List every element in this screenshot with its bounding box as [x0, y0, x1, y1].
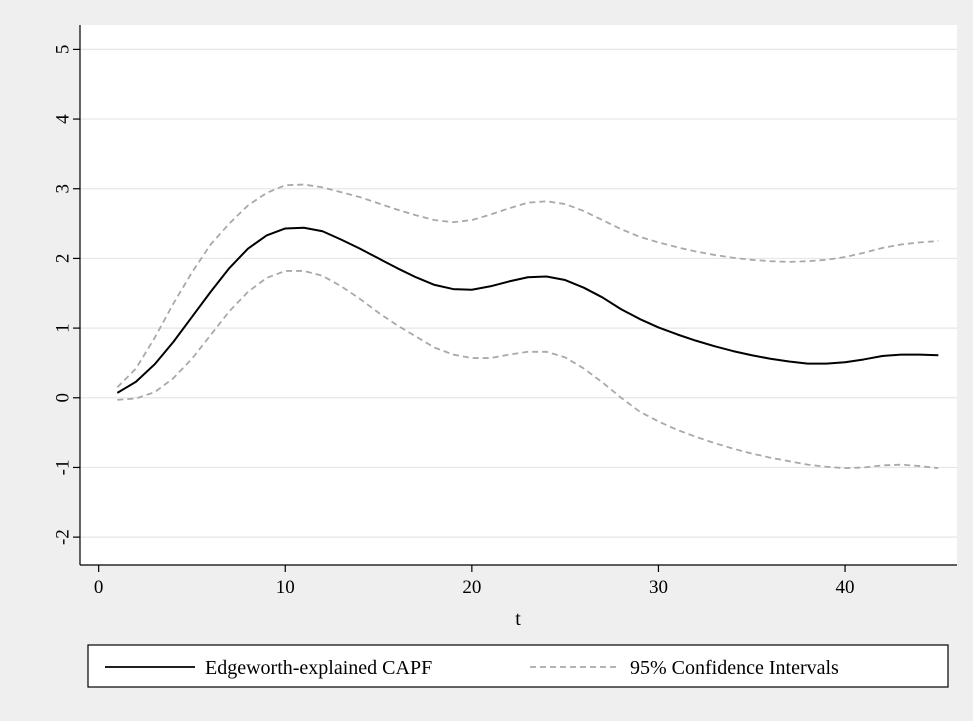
x-tick-label-2: 20 [462, 577, 481, 598]
series-group [116, 183, 939, 470]
y-tick-label-2: 0 [53, 393, 74, 403]
x-axis-ticks: 0 10 20 30 40 [94, 565, 855, 598]
x-tick-label-0: 0 [94, 577, 104, 598]
x-tick-label-3: 30 [649, 577, 668, 598]
gridlines [80, 48, 957, 538]
series-ci-upper-line [116, 183, 939, 388]
x-tick-label-1: 10 [276, 577, 295, 598]
y-tick-label-0: -2 [53, 529, 74, 545]
y-axis-ticks: -2 -1 0 1 2 3 4 5 [53, 45, 80, 545]
x-tick-label-4: 40 [836, 577, 855, 598]
legend-label-capf: Edgeworth-explained CAPF [205, 657, 432, 679]
series-ci-lower-line [117, 270, 939, 470]
y-tick-label-7: 5 [53, 45, 74, 55]
y-tick-label-4: 2 [53, 254, 74, 264]
y-tick-label-6: 4 [53, 114, 74, 124]
y-tick-label-3: 1 [53, 323, 74, 333]
legend-label-ci: 95% Confidence Intervals [630, 657, 839, 679]
series-capf-line [116, 226, 939, 394]
y-tick-label-1: -1 [53, 460, 74, 476]
y-tick-label-5: 3 [53, 184, 74, 194]
plot-area [80, 25, 957, 565]
legend-box [87, 644, 949, 688]
x-axis-title: t [515, 608, 521, 630]
